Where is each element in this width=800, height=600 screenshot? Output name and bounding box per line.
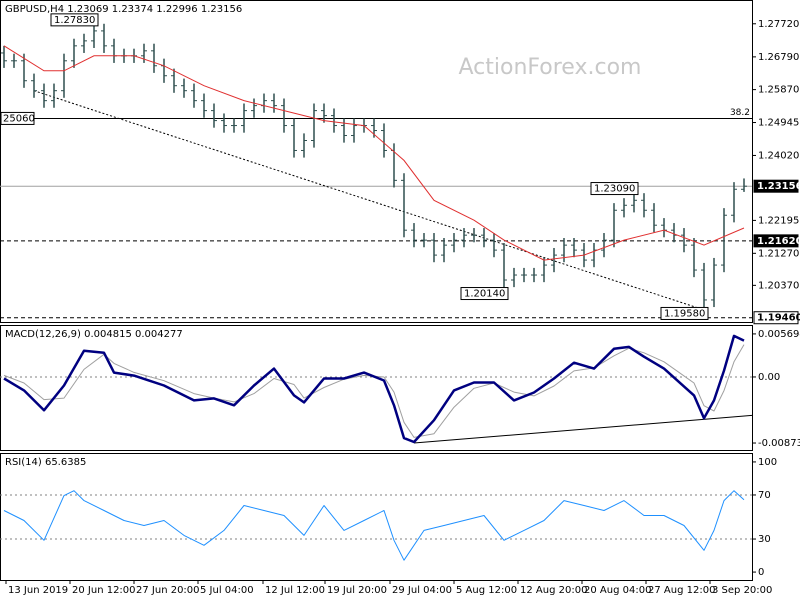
panel-title: RSI(14) 65.6385 [5, 457, 86, 468]
level-label: 1.21620 [757, 236, 800, 247]
macd-panel [0, 325, 753, 451]
panel-title: MACD(12,26,9) 0.004815 0.004277 [5, 329, 183, 340]
level-label-box [753, 234, 799, 248]
trendline [33, 90, 705, 311]
trendline [413, 414, 753, 444]
x-tick-label: 29 Jul 04:00 [392, 585, 452, 596]
y-tick-label: 0.005694 [758, 329, 800, 340]
x-tick-label: 5 Aug 12:00 [456, 585, 517, 596]
annotation-box [50, 13, 99, 27]
y-tick-label: 1.26790 [758, 52, 799, 63]
x-tick-label: 5 Jul 04:00 [200, 585, 254, 596]
rsi-panel [0, 453, 753, 581]
annotation-label: 1.20140 [464, 289, 505, 300]
fib-tag: 25060 [3, 113, 35, 124]
level-label: 1.23156 [757, 181, 800, 192]
y-tick-label: 1.27720 [758, 19, 799, 30]
series-line [3, 334, 745, 444]
watermark: ActionForex.com [459, 55, 642, 80]
x-tick-label: 20 Aug 04:00 [584, 585, 651, 596]
fib-ratio: 38.2 [730, 108, 750, 118]
y-tick-label: 1.24020 [758, 150, 799, 161]
annotation-label: 1.27830 [54, 15, 95, 26]
x-tick-label: 19 Jul 20:00 [327, 585, 387, 596]
level-label-box [753, 311, 799, 325]
series-line [3, 490, 745, 561]
y-tick-label: 1.24945 [758, 118, 799, 129]
x-tick-label: 27 Aug 12:00 [648, 585, 715, 596]
x-tick-label: 13 Jun 2019 [8, 585, 68, 596]
y-tick-label: -0.008737 [758, 438, 800, 449]
level-label-box [753, 179, 799, 193]
x-tick-label: 12 Jul 12:00 [265, 585, 325, 596]
fib-tag-box [0, 111, 35, 125]
annotation-box [590, 182, 639, 196]
y-tick-label: 1.25870 [758, 85, 799, 96]
level-label: 1.19460 [757, 313, 800, 324]
annotation-box [660, 306, 709, 320]
x-tick-label: 20 Jun 12:00 [72, 585, 136, 596]
y-tick-label: 1.21270 [758, 248, 799, 259]
y-tick-label: 30 [758, 534, 771, 545]
y-tick-label: 70 [758, 490, 771, 501]
x-tick-label: 12 Aug 20:00 [520, 585, 587, 596]
chart-title: GBPUSD,H4 1.23069 1.23374 1.22996 1.2315… [5, 4, 242, 15]
price-panel [0, 0, 753, 323]
x-tick-label: 27 Jun 20:00 [136, 585, 200, 596]
annotation-label: 1.23090 [594, 184, 635, 195]
y-tick-label: 1.22195 [758, 215, 799, 226]
y-tick-label: 100 [758, 457, 777, 468]
y-tick-label: 0.00 [758, 372, 780, 383]
x-tick-label: 3 Sep 20:00 [712, 585, 772, 596]
y-tick-label: 0 [758, 567, 764, 578]
moving-average [3, 45, 745, 261]
series-line [3, 344, 745, 438]
annotation-box [460, 287, 509, 301]
annotation-label: 1.19580 [664, 308, 705, 319]
y-tick-label: 1.20370 [758, 280, 799, 291]
